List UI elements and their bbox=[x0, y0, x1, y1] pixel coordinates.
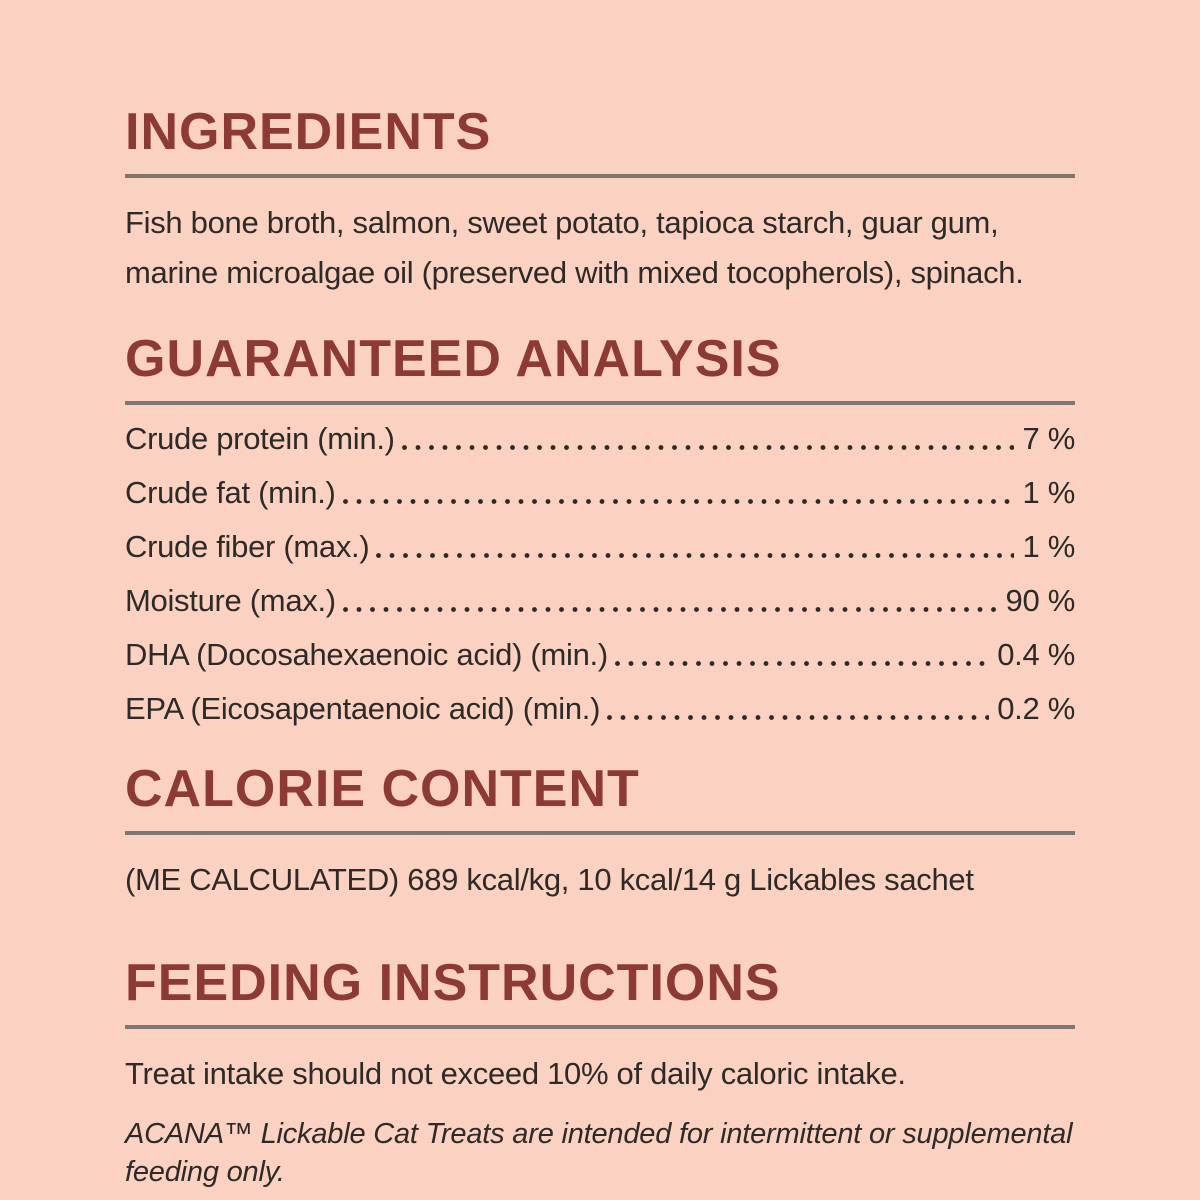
section-guaranteed-analysis: GUARANTEED ANALYSIS Crude protein (min.)… bbox=[125, 333, 1075, 727]
table-row: Crude protein (min.) 7 % bbox=[125, 421, 1075, 457]
analysis-value: 1 % bbox=[1022, 529, 1075, 565]
dot-leader bbox=[342, 606, 998, 614]
guaranteed-analysis-title: GUARANTEED ANALYSIS bbox=[125, 330, 782, 389]
analysis-table: Crude protein (min.) 7 % Crude fat (min.… bbox=[125, 421, 1075, 727]
analysis-label: Crude fat (min.) bbox=[125, 475, 336, 511]
section-divider bbox=[125, 831, 1075, 835]
table-row: Moisture (max.) 90 % bbox=[125, 583, 1075, 619]
analysis-value: 90 % bbox=[1005, 583, 1076, 619]
table-row: Crude fat (min.) 1 % bbox=[125, 475, 1075, 511]
ingredients-title: INGREDIENTS bbox=[125, 103, 492, 161]
analysis-label: Crude fiber (max.) bbox=[125, 529, 370, 565]
section-divider bbox=[125, 1024, 1075, 1029]
calorie-content-title: CALORIE CONTENT bbox=[125, 759, 640, 818]
analysis-value: 1 % bbox=[1022, 475, 1075, 511]
feeding-instructions-title: FEEDING INSTRUCTIONS bbox=[125, 953, 781, 1012]
section-feeding-instructions: FEEDING INSTRUCTIONS Treat intake should… bbox=[125, 953, 1075, 1192]
section-ingredients: INGREDIENTS Fish bone broth, salmon, swe… bbox=[125, 103, 1075, 297]
analysis-label: EPA (Eicosapentaenoic acid) (min.) bbox=[125, 691, 601, 727]
section-divider bbox=[125, 174, 1075, 179]
analysis-value: 0.4 % bbox=[997, 637, 1075, 673]
section-divider bbox=[125, 401, 1075, 406]
feeding-instructions-text: Treat intake should not exceed 10% of da… bbox=[125, 1055, 906, 1091]
analysis-label: Crude protein (min.) bbox=[125, 421, 395, 457]
dot-leader bbox=[401, 444, 1015, 452]
dot-leader bbox=[376, 552, 1015, 560]
analysis-label: Moisture (max.) bbox=[125, 583, 336, 619]
dot-leader bbox=[614, 660, 990, 668]
analysis-value: 0.2 % bbox=[997, 691, 1075, 727]
analysis-label: DHA (Docosahexaenoic acid) (min.) bbox=[125, 637, 608, 673]
analysis-value: 7 % bbox=[1022, 421, 1075, 457]
table-row: Crude fiber (max.) 1 % bbox=[125, 529, 1075, 565]
table-row: EPA (Eicosapentaenoic acid) (min.) 0.2 % bbox=[125, 691, 1075, 727]
section-calorie-content: CALORIE CONTENT (ME CALCULATED) 689 kcal… bbox=[125, 759, 1075, 905]
ingredients-text: Fish bone broth, salmon, sweet potato, t… bbox=[125, 205, 1024, 290]
dot-leader bbox=[607, 713, 990, 721]
supplemental-feeding-note: ACANA™ Lickable Cat Treats are intended … bbox=[125, 1118, 1073, 1188]
calorie-content-text: (ME CALCULATED) 689 kcal/kg, 10 kcal/14 … bbox=[125, 862, 974, 897]
table-row: DHA (Docosahexaenoic acid) (min.) 0.4 % bbox=[125, 637, 1075, 673]
dot-leader bbox=[342, 498, 1015, 506]
